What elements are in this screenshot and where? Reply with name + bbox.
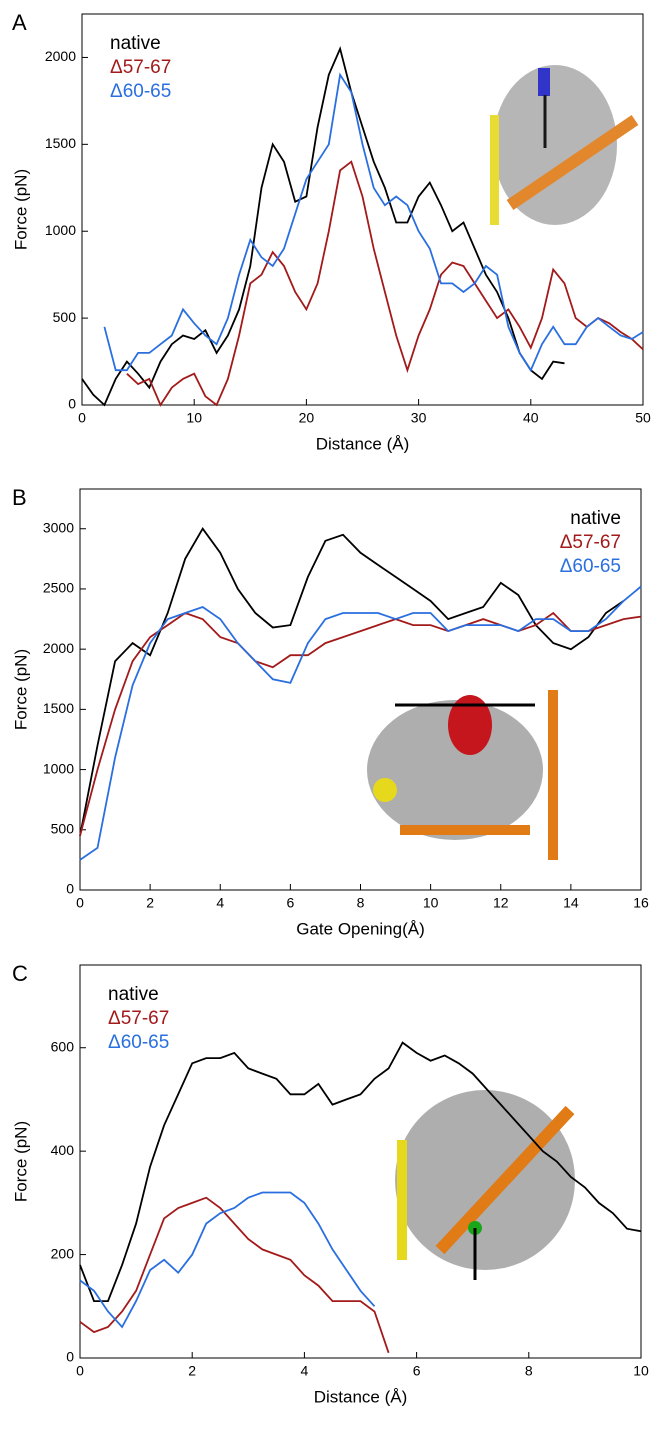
- y-tick-label: 1000: [43, 760, 74, 776]
- legend-entry: Δ60-65: [110, 81, 171, 102]
- helix-orange: [548, 690, 558, 860]
- legend-entry: Δ57-67: [560, 532, 621, 553]
- legend-entry: native: [110, 33, 161, 54]
- x-axis-label: Distance (Å): [314, 1387, 408, 1406]
- x-tick-label: 0: [76, 895, 84, 911]
- x-tick-label: 50: [635, 410, 651, 426]
- y-tick-label: 0: [66, 881, 74, 897]
- y-axis-label: Force (pN): [11, 649, 30, 730]
- y-tick-label: 1000: [45, 222, 76, 238]
- x-tick-label: 30: [411, 410, 427, 426]
- x-tick-label: 8: [525, 1363, 533, 1379]
- inset-c: [395, 1090, 575, 1280]
- legend-entry: Δ57-67: [108, 1008, 169, 1029]
- helix-yellow: [373, 778, 397, 802]
- y-tick-label: 1500: [43, 700, 74, 716]
- x-tick-label: 12: [493, 895, 509, 911]
- y-tick-label: 0: [66, 1349, 74, 1365]
- x-axis-label: Gate Opening(Å): [296, 919, 425, 938]
- y-tick-label: 2000: [45, 48, 76, 64]
- y-tick-label: 500: [53, 309, 77, 325]
- x-tick-label: 16: [633, 895, 649, 911]
- legend-entry: native: [108, 984, 159, 1005]
- y-tick-label: 400: [51, 1142, 75, 1158]
- y-tick-label: 3000: [43, 519, 74, 535]
- x-tick-label: 4: [301, 1363, 309, 1379]
- helix-blue: [538, 68, 550, 96]
- x-tick-label: 14: [563, 895, 579, 911]
- y-tick-label: 0: [68, 396, 76, 412]
- x-tick-label: 2: [188, 1363, 196, 1379]
- y-tick-label: 2500: [43, 580, 74, 596]
- helix-orange: [400, 825, 530, 835]
- x-tick-label: 0: [76, 1363, 84, 1379]
- y-axis-label: Force (pN): [11, 169, 30, 250]
- x-tick-label: 20: [299, 410, 315, 426]
- panel-label: B: [12, 485, 27, 510]
- x-tick-label: 0: [78, 410, 86, 426]
- inset-a: [490, 65, 635, 225]
- legend-entry: Δ60-65: [108, 1032, 169, 1053]
- panel-label: C: [12, 961, 28, 986]
- x-tick-label: 6: [286, 895, 294, 911]
- y-axis-label: Force (pN): [11, 1121, 30, 1202]
- x-tick-label: 2: [146, 895, 154, 911]
- helix-yellow: [397, 1140, 407, 1260]
- legend-entry: native: [570, 508, 621, 529]
- y-tick-label: 1500: [45, 135, 76, 151]
- legend-entry: Δ60-65: [560, 556, 621, 577]
- x-tick-label: 4: [216, 895, 224, 911]
- x-tick-label: 10: [423, 895, 439, 911]
- x-tick-label: 10: [186, 410, 202, 426]
- panel-label: A: [12, 10, 27, 35]
- x-tick-label: 10: [633, 1363, 649, 1379]
- series-line: [80, 529, 624, 836]
- inset-b: [367, 690, 558, 860]
- x-axis-label: Distance (Å): [316, 434, 410, 453]
- y-tick-label: 500: [51, 820, 75, 836]
- x-tick-label: 40: [523, 410, 539, 426]
- x-tick-label: 6: [413, 1363, 421, 1379]
- y-tick-label: 200: [51, 1245, 75, 1261]
- series-line: [80, 1198, 389, 1353]
- legend-entry: Δ57-67: [110, 57, 171, 78]
- y-tick-label: 600: [51, 1038, 75, 1054]
- protein-body: [395, 1090, 575, 1270]
- x-tick-label: 8: [357, 895, 365, 911]
- y-tick-label: 2000: [43, 640, 74, 656]
- series-line: [82, 49, 565, 405]
- figure: 010203040500500100015002000Distance (Å)F…: [0, 0, 655, 1440]
- helix-yellow: [490, 115, 499, 225]
